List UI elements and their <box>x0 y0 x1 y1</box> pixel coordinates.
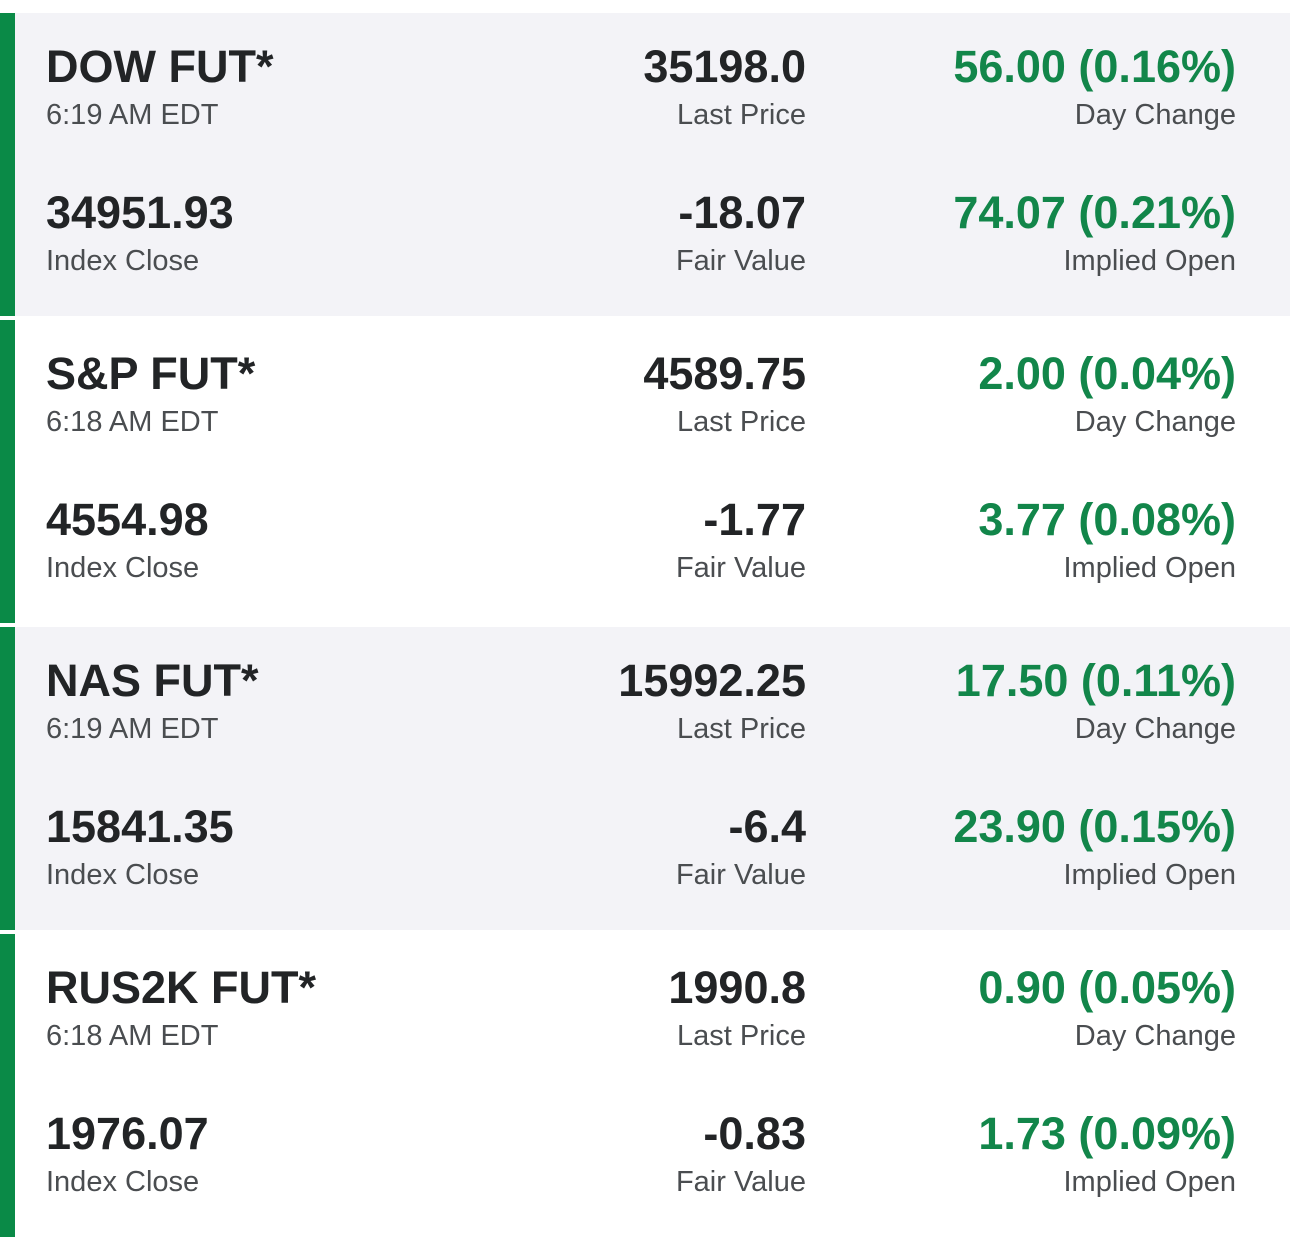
day-change-value: 17.50 (0.11%) <box>955 655 1236 706</box>
quote-time: 6:19 AM EDT <box>46 99 219 131</box>
futures-card-rus2k[interactable]: RUS2K FUT* 6:18 AM EDT 1990.8 Last Price… <box>0 934 1290 1237</box>
last-price-cell: 15992.25 Last Price <box>618 655 806 747</box>
quote-time: 6:18 AM EDT <box>46 406 219 438</box>
fair-value-label: Fair Value <box>675 552 806 584</box>
index-close-cell: 15841.35 Index Close <box>46 801 234 893</box>
index-close-cell: 34951.93 Index Close <box>46 187 234 279</box>
futures-card-nas[interactable]: NAS FUT* 6:19 AM EDT 15992.25 Last Price… <box>0 627 1290 930</box>
instrument-cell: DOW FUT* 6:19 AM EDT <box>46 41 273 133</box>
futures-card-sp[interactable]: S&P FUT* 6:18 AM EDT 4589.75 Last Price … <box>0 320 1290 623</box>
fair-value-value: -0.83 <box>703 1108 806 1159</box>
day-change-cell: 2.00 (0.04%) Day Change <box>978 348 1236 440</box>
fair-value-label: Fair Value <box>675 245 806 277</box>
fair-value-label: Fair Value <box>675 1166 806 1198</box>
day-change-label: Day Change <box>1074 406 1236 438</box>
instrument-name: S&P FUT* <box>46 348 256 399</box>
implied-open-cell: 23.90 (0.15%) Implied Open <box>953 801 1236 893</box>
index-close-cell: 4554.98 Index Close <box>46 494 209 586</box>
implied-open-label: Implied Open <box>1063 552 1237 584</box>
instrument-cell: NAS FUT* 6:19 AM EDT <box>46 655 259 747</box>
last-price-label: Last Price <box>677 99 806 131</box>
quote-time: 6:18 AM EDT <box>46 1020 219 1052</box>
index-close-value: 34951.93 <box>46 187 234 238</box>
last-price-cell: 4589.75 Last Price <box>643 348 806 440</box>
quote-time: 6:19 AM EDT <box>46 713 219 745</box>
index-close-label: Index Close <box>46 245 200 277</box>
index-close-cell: 1976.07 Index Close <box>46 1108 209 1200</box>
fair-value-cell: -0.83 Fair Value <box>676 1108 806 1200</box>
last-price-value: 4589.75 <box>643 348 806 399</box>
last-price-label: Last Price <box>677 1020 806 1052</box>
index-close-label: Index Close <box>46 859 200 891</box>
index-close-value: 1976.07 <box>46 1108 209 1159</box>
day-change-value: 0.90 (0.05%) <box>978 962 1236 1013</box>
implied-open-label: Implied Open <box>1063 1166 1237 1198</box>
card-row-bottom: 4554.98 Index Close -1.77 Fair Value 3.7… <box>46 494 1236 594</box>
fair-value-value: -1.77 <box>703 494 806 545</box>
implied-open-label: Implied Open <box>1063 245 1237 277</box>
implied-open-cell: 74.07 (0.21%) Implied Open <box>953 187 1236 279</box>
futures-list: DOW FUT* 6:19 AM EDT 35198.0 Last Price … <box>0 13 1290 1241</box>
implied-open-value: 1.73 (0.09%) <box>978 1108 1236 1159</box>
card-accent-bar <box>0 13 15 316</box>
implied-open-label: Implied Open <box>1063 859 1237 891</box>
instrument-cell: S&P FUT* 6:18 AM EDT <box>46 348 255 440</box>
card-row-bottom: 34951.93 Index Close -18.07 Fair Value 7… <box>46 187 1236 287</box>
instrument-name: NAS FUT* <box>46 655 259 706</box>
fair-value-cell: -6.4 Fair Value <box>676 801 806 893</box>
card-row-top: DOW FUT* 6:19 AM EDT 35198.0 Last Price … <box>46 41 1236 141</box>
index-close-value: 4554.98 <box>46 494 209 545</box>
card-row-bottom: 15841.35 Index Close -6.4 Fair Value 23.… <box>46 801 1236 901</box>
fair-value-value: -18.07 <box>678 187 806 238</box>
implied-open-cell: 3.77 (0.08%) Implied Open <box>978 494 1236 586</box>
last-price-cell: 1990.8 Last Price <box>668 962 806 1054</box>
card-row-top: NAS FUT* 6:19 AM EDT 15992.25 Last Price… <box>46 655 1236 755</box>
day-change-value: 56.00 (0.16%) <box>953 41 1236 92</box>
instrument-name: RUS2K FUT* <box>46 962 317 1013</box>
card-accent-bar <box>0 320 15 623</box>
day-change-cell: 56.00 (0.16%) Day Change <box>953 41 1236 133</box>
day-change-label: Day Change <box>1074 713 1236 745</box>
instrument-name: DOW FUT* <box>46 41 274 92</box>
day-change-label: Day Change <box>1074 99 1236 131</box>
implied-open-value: 23.90 (0.15%) <box>953 801 1236 852</box>
card-row-bottom: 1976.07 Index Close -0.83 Fair Value 1.7… <box>46 1108 1236 1208</box>
index-close-label: Index Close <box>46 552 200 584</box>
card-row-top: S&P FUT* 6:18 AM EDT 4589.75 Last Price … <box>46 348 1236 448</box>
last-price-label: Last Price <box>677 713 806 745</box>
fair-value-cell: -1.77 Fair Value <box>676 494 806 586</box>
last-price-value: 15992.25 <box>618 655 806 706</box>
index-close-label: Index Close <box>46 1166 200 1198</box>
day-change-label: Day Change <box>1074 1020 1236 1052</box>
day-change-cell: 0.90 (0.05%) Day Change <box>978 962 1236 1054</box>
last-price-label: Last Price <box>677 406 806 438</box>
last-price-value: 35198.0 <box>643 41 806 92</box>
implied-open-value: 3.77 (0.08%) <box>978 494 1236 545</box>
card-accent-bar <box>0 627 15 930</box>
fair-value-value: -6.4 <box>728 801 806 852</box>
day-change-cell: 17.50 (0.11%) Day Change <box>956 655 1236 747</box>
last-price-cell: 35198.0 Last Price <box>643 41 806 133</box>
index-close-value: 15841.35 <box>46 801 234 852</box>
fair-value-cell: -18.07 Fair Value <box>676 187 806 279</box>
futures-card-dow[interactable]: DOW FUT* 6:19 AM EDT 35198.0 Last Price … <box>0 13 1290 316</box>
instrument-cell: RUS2K FUT* 6:18 AM EDT <box>46 962 316 1054</box>
card-accent-bar <box>0 934 15 1237</box>
last-price-value: 1990.8 <box>668 962 806 1013</box>
fair-value-label: Fair Value <box>675 859 806 891</box>
card-row-top: RUS2K FUT* 6:18 AM EDT 1990.8 Last Price… <box>46 962 1236 1062</box>
day-change-value: 2.00 (0.04%) <box>978 348 1236 399</box>
implied-open-cell: 1.73 (0.09%) Implied Open <box>978 1108 1236 1200</box>
implied-open-value: 74.07 (0.21%) <box>953 187 1236 238</box>
